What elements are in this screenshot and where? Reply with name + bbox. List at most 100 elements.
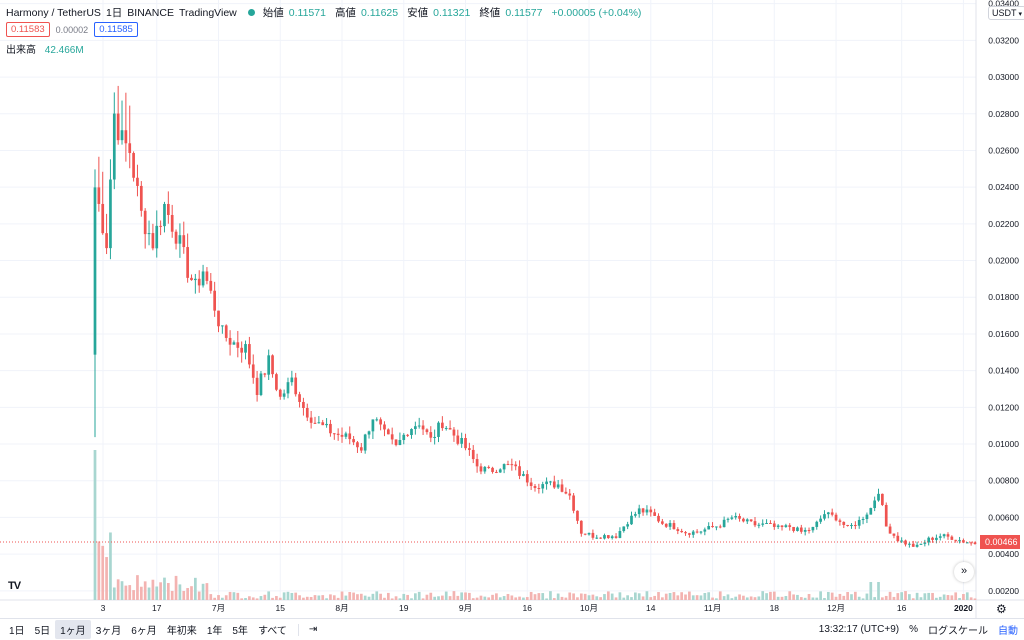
volume-bar bbox=[626, 595, 629, 600]
candle-body bbox=[749, 519, 753, 522]
volume-bar bbox=[691, 595, 695, 600]
clock-time[interactable]: 13:32:17 (UTC+9) bbox=[818, 624, 900, 635]
volume-bar bbox=[205, 583, 209, 600]
volume-bar bbox=[491, 594, 494, 600]
open-value: 0.11571 bbox=[288, 6, 326, 19]
volume-bar bbox=[776, 596, 780, 600]
price-axis[interactable]: 0.03400 0.03200 0.03000 0.02800 0.02600 0.024… bbox=[975, 0, 1019, 618]
candle-body bbox=[711, 526, 714, 528]
range-button-6[interactable]: 1年 bbox=[206, 626, 223, 637]
candle-body bbox=[973, 542, 977, 544]
candle-body bbox=[579, 520, 583, 534]
volume-bar bbox=[799, 597, 803, 600]
candle-body bbox=[788, 525, 792, 527]
range-button-0[interactable]: 1日 bbox=[9, 626, 25, 637]
volume-bar bbox=[888, 591, 892, 600]
candle-body bbox=[251, 364, 255, 378]
range-button-1[interactable]: 5日 bbox=[34, 626, 51, 637]
volume-bar bbox=[518, 596, 521, 600]
volume-bar bbox=[599, 597, 602, 600]
volume-bar bbox=[595, 596, 599, 600]
volume-bar bbox=[263, 594, 267, 600]
candle-body bbox=[688, 533, 691, 535]
candle-body bbox=[460, 438, 464, 444]
volume-bar bbox=[468, 592, 471, 600]
range-button-2[interactable]: 1ヶ月 bbox=[55, 620, 91, 639]
volume-bar bbox=[379, 593, 382, 600]
volume-bar bbox=[417, 591, 421, 600]
candle-body bbox=[935, 537, 938, 540]
volume-bar bbox=[730, 598, 734, 600]
range-button-7[interactable]: 5年 bbox=[232, 626, 248, 637]
symbol-name[interactable]: Harmony / TetherUS bbox=[6, 6, 101, 19]
candle-body bbox=[294, 377, 298, 395]
close-label: 終値 bbox=[479, 7, 501, 19]
candle-body bbox=[174, 231, 178, 244]
volume-bar bbox=[842, 595, 846, 600]
volume-bar bbox=[742, 595, 745, 600]
volume-bar bbox=[965, 592, 969, 600]
volume-bar bbox=[159, 582, 162, 600]
candle-body bbox=[190, 277, 193, 281]
interval-label[interactable]: 1日 bbox=[105, 7, 123, 19]
auto-scale-toggle[interactable]: 自動 bbox=[998, 626, 1018, 637]
candle-body bbox=[715, 526, 718, 528]
tradingview-logo-icon[interactable]: TV bbox=[8, 580, 21, 592]
volume-bar bbox=[904, 591, 907, 600]
gear-icon[interactable]: ⚙ bbox=[996, 602, 1007, 616]
candle-body bbox=[931, 537, 934, 540]
volume-bar bbox=[529, 591, 533, 600]
candle-body bbox=[209, 280, 213, 291]
candle-body bbox=[857, 519, 861, 526]
time-tick-label: 8月 bbox=[335, 603, 348, 613]
volume-bar bbox=[969, 597, 973, 600]
candle-body bbox=[93, 187, 97, 355]
candle-body bbox=[722, 519, 726, 528]
price-tick-label: 0.00400 bbox=[988, 549, 1019, 559]
volume-bar bbox=[784, 596, 788, 600]
range-button-4[interactable]: 6ヶ月 bbox=[131, 626, 157, 637]
volume-bar bbox=[668, 592, 672, 600]
range-button-5[interactable]: 年初来 bbox=[166, 626, 197, 637]
candle-body bbox=[958, 540, 961, 542]
candle-body bbox=[213, 290, 216, 311]
date-range-calendar-icon[interactable]: ⇥ bbox=[308, 624, 318, 635]
volume-bar bbox=[838, 593, 842, 600]
volume-bar bbox=[545, 598, 548, 600]
price-chart[interactable]: 0.03400 0.03200 0.03000 0.02800 0.02600 0.024… bbox=[0, 0, 1024, 618]
candle-body bbox=[205, 271, 209, 281]
log-scale-toggle[interactable]: ログスケール bbox=[928, 626, 988, 637]
candle-body bbox=[518, 466, 521, 476]
volume-bar bbox=[414, 593, 417, 600]
percent-scale-toggle[interactable]: % bbox=[909, 624, 918, 635]
time-axis[interactable]: 3 17 7月 15 8月 19 9月 16 10月 14 11月 18 12月 16 2020 bbox=[0, 599, 1024, 613]
volume-label[interactable]: 出来高 bbox=[6, 45, 36, 56]
volume-bar bbox=[672, 592, 676, 600]
sell-button[interactable]: 0.11583 bbox=[6, 22, 50, 37]
volume-bar bbox=[302, 597, 305, 600]
buy-button[interactable]: 0.11585 bbox=[94, 22, 138, 37]
volume-bar bbox=[475, 597, 479, 600]
volume-bar bbox=[649, 597, 653, 600]
volume-bar bbox=[356, 594, 359, 600]
candle-body bbox=[267, 355, 271, 375]
scroll-to-realtime-icon[interactable]: » bbox=[954, 562, 974, 582]
candle-body bbox=[954, 539, 958, 541]
volume-bar bbox=[209, 594, 213, 600]
candle-body bbox=[186, 247, 189, 278]
volume-bar bbox=[815, 597, 819, 600]
volume-bar bbox=[441, 595, 444, 600]
volume-bar bbox=[757, 596, 761, 600]
currency-selector[interactable]: USDT ▾ bbox=[988, 6, 1024, 20]
candle-body bbox=[248, 344, 251, 365]
candle-body bbox=[630, 515, 633, 525]
candle-body bbox=[695, 531, 699, 533]
volume-bar bbox=[610, 593, 614, 600]
volume-bar bbox=[271, 597, 274, 600]
range-button-3[interactable]: 3ヶ月 bbox=[95, 626, 122, 637]
volume-bar bbox=[232, 592, 236, 600]
candle-body bbox=[522, 474, 525, 476]
candle-body bbox=[664, 523, 668, 527]
volume-bar bbox=[251, 597, 255, 600]
range-button-8[interactable]: すべて bbox=[257, 626, 287, 637]
